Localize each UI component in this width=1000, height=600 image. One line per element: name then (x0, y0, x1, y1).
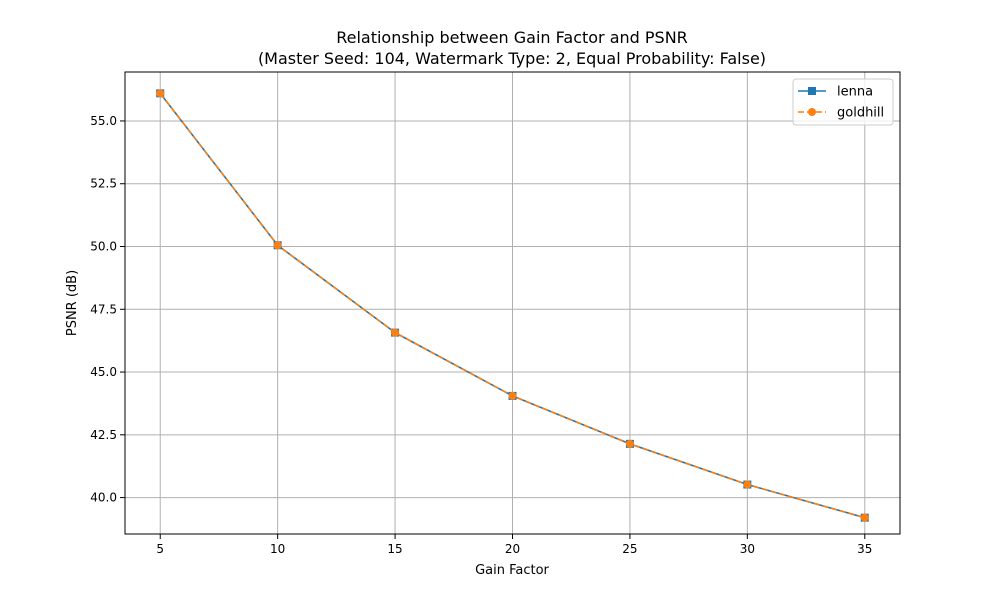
x-tick-label: 20 (505, 542, 520, 556)
data-point-goldhill (391, 328, 400, 337)
chart-title-line-1: Relationship between Gain Factor and PSN… (336, 28, 688, 47)
data-point-goldhill (273, 241, 282, 250)
axis-ticks: 5 10 15 20 25 30 35 40.0 42.5 45.0 47.5 50.0 52.5 55.… (90, 114, 872, 556)
y-tick-label: 40.0 (90, 491, 117, 505)
legend-marker-lenna (808, 87, 816, 95)
x-tick-label: 15 (387, 542, 402, 556)
y-tick-label: 55.0 (90, 114, 117, 128)
chart-title-line-2: (Master Seed: 104, Watermark Type: 2, Eq… (258, 49, 766, 68)
data-point-goldhill (625, 439, 634, 448)
x-tick-label: 35 (857, 542, 872, 556)
y-tick-label: 42.5 (90, 428, 117, 442)
series-layer (156, 89, 869, 522)
data-point-goldhill (743, 480, 752, 489)
data-point-goldhill (156, 89, 165, 98)
legend-label-goldhill: goldhill (837, 106, 884, 121)
x-tick-label: 10 (270, 542, 285, 556)
data-point-goldhill (860, 513, 869, 522)
grid (125, 72, 900, 534)
y-axis-label: PSNR (dB) (65, 270, 80, 336)
x-axis-label: Gain Factor (475, 563, 549, 578)
y-tick-label: 50.0 (90, 240, 117, 254)
data-point-goldhill (508, 391, 517, 400)
y-tick-label: 52.5 (90, 177, 117, 191)
series-goldhill (156, 89, 869, 522)
legend-entries: lenna goldhill (798, 85, 884, 121)
y-tick-label: 45.0 (90, 365, 117, 379)
x-tick-label: 30 (740, 542, 755, 556)
x-tick-label: 5 (156, 542, 164, 556)
legend-label-lenna: lenna (837, 85, 873, 100)
x-tick-label: 25 (622, 542, 637, 556)
y-tick-label: 47.5 (90, 302, 117, 316)
legend: lenna goldhill (792, 78, 894, 126)
legend-marker-goldhill (808, 108, 816, 116)
